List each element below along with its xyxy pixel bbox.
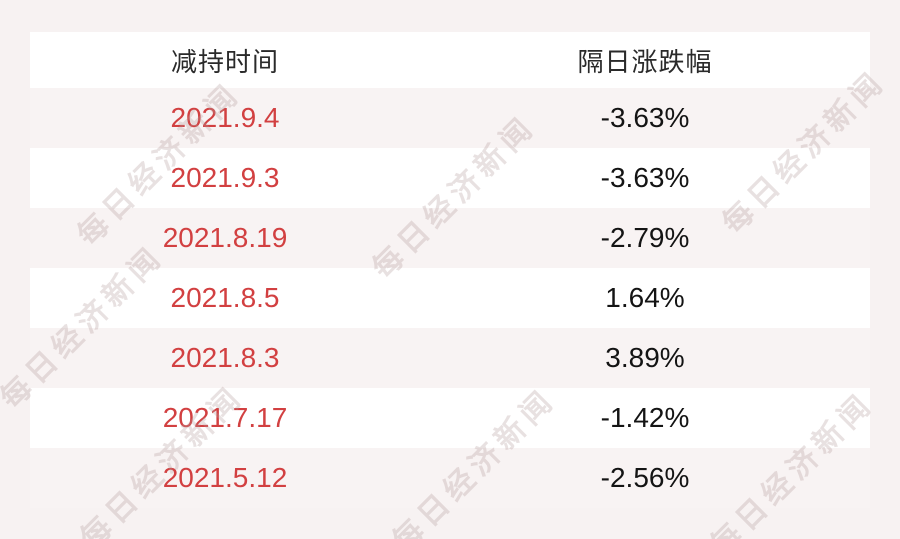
table-row: 2021.5.12 -2.56% bbox=[30, 448, 870, 508]
table-row: 2021.9.4 -3.63% bbox=[30, 88, 870, 148]
change-cell: -3.63% bbox=[600, 162, 690, 193]
change-cell: -3.63% bbox=[600, 102, 690, 133]
table-row: 2021.8.19 -2.79% bbox=[30, 208, 870, 268]
date-cell: 2021.8.3 bbox=[170, 342, 280, 373]
change-cell: 1.64% bbox=[605, 282, 685, 313]
table-row: 2021.9.3 -3.63% bbox=[30, 148, 870, 208]
table-row: 2021.7.17 -1.42% bbox=[30, 388, 870, 448]
change-cell: -2.79% bbox=[600, 222, 690, 253]
table-body: 2021.9.4 -3.63% 2021.9.3 -3.63% 2021.8.19 -2.… bbox=[30, 88, 870, 508]
table-row: 2021.8.5 1.64% bbox=[30, 268, 870, 328]
change-cell: -1.42% bbox=[600, 402, 690, 433]
article-table: 减持时间 隔日涨跌幅 2021.9.4 -3.63% 2021.9.3 -3.63% 2… bbox=[30, 32, 870, 508]
date-cell: 2021.9.4 bbox=[170, 102, 280, 133]
date-cell: 2021.5.12 bbox=[162, 462, 288, 493]
change-cell: 3.89% bbox=[605, 342, 685, 373]
date-cell: 2021.8.19 bbox=[162, 222, 288, 253]
table-row: 2021.8.3 3.89% bbox=[30, 328, 870, 388]
change-cell: -2.56% bbox=[600, 462, 690, 493]
date-cell: 2021.9.3 bbox=[170, 162, 280, 193]
table-header-row: 减持时间 隔日涨跌幅 bbox=[30, 32, 870, 88]
date-cell: 2021.8.5 bbox=[170, 282, 280, 313]
column-header-next-day-change: 隔日涨跌幅 bbox=[577, 46, 713, 77]
date-cell: 2021.7.17 bbox=[162, 402, 288, 433]
column-header-reduction-time: 减持时间 bbox=[170, 46, 279, 77]
